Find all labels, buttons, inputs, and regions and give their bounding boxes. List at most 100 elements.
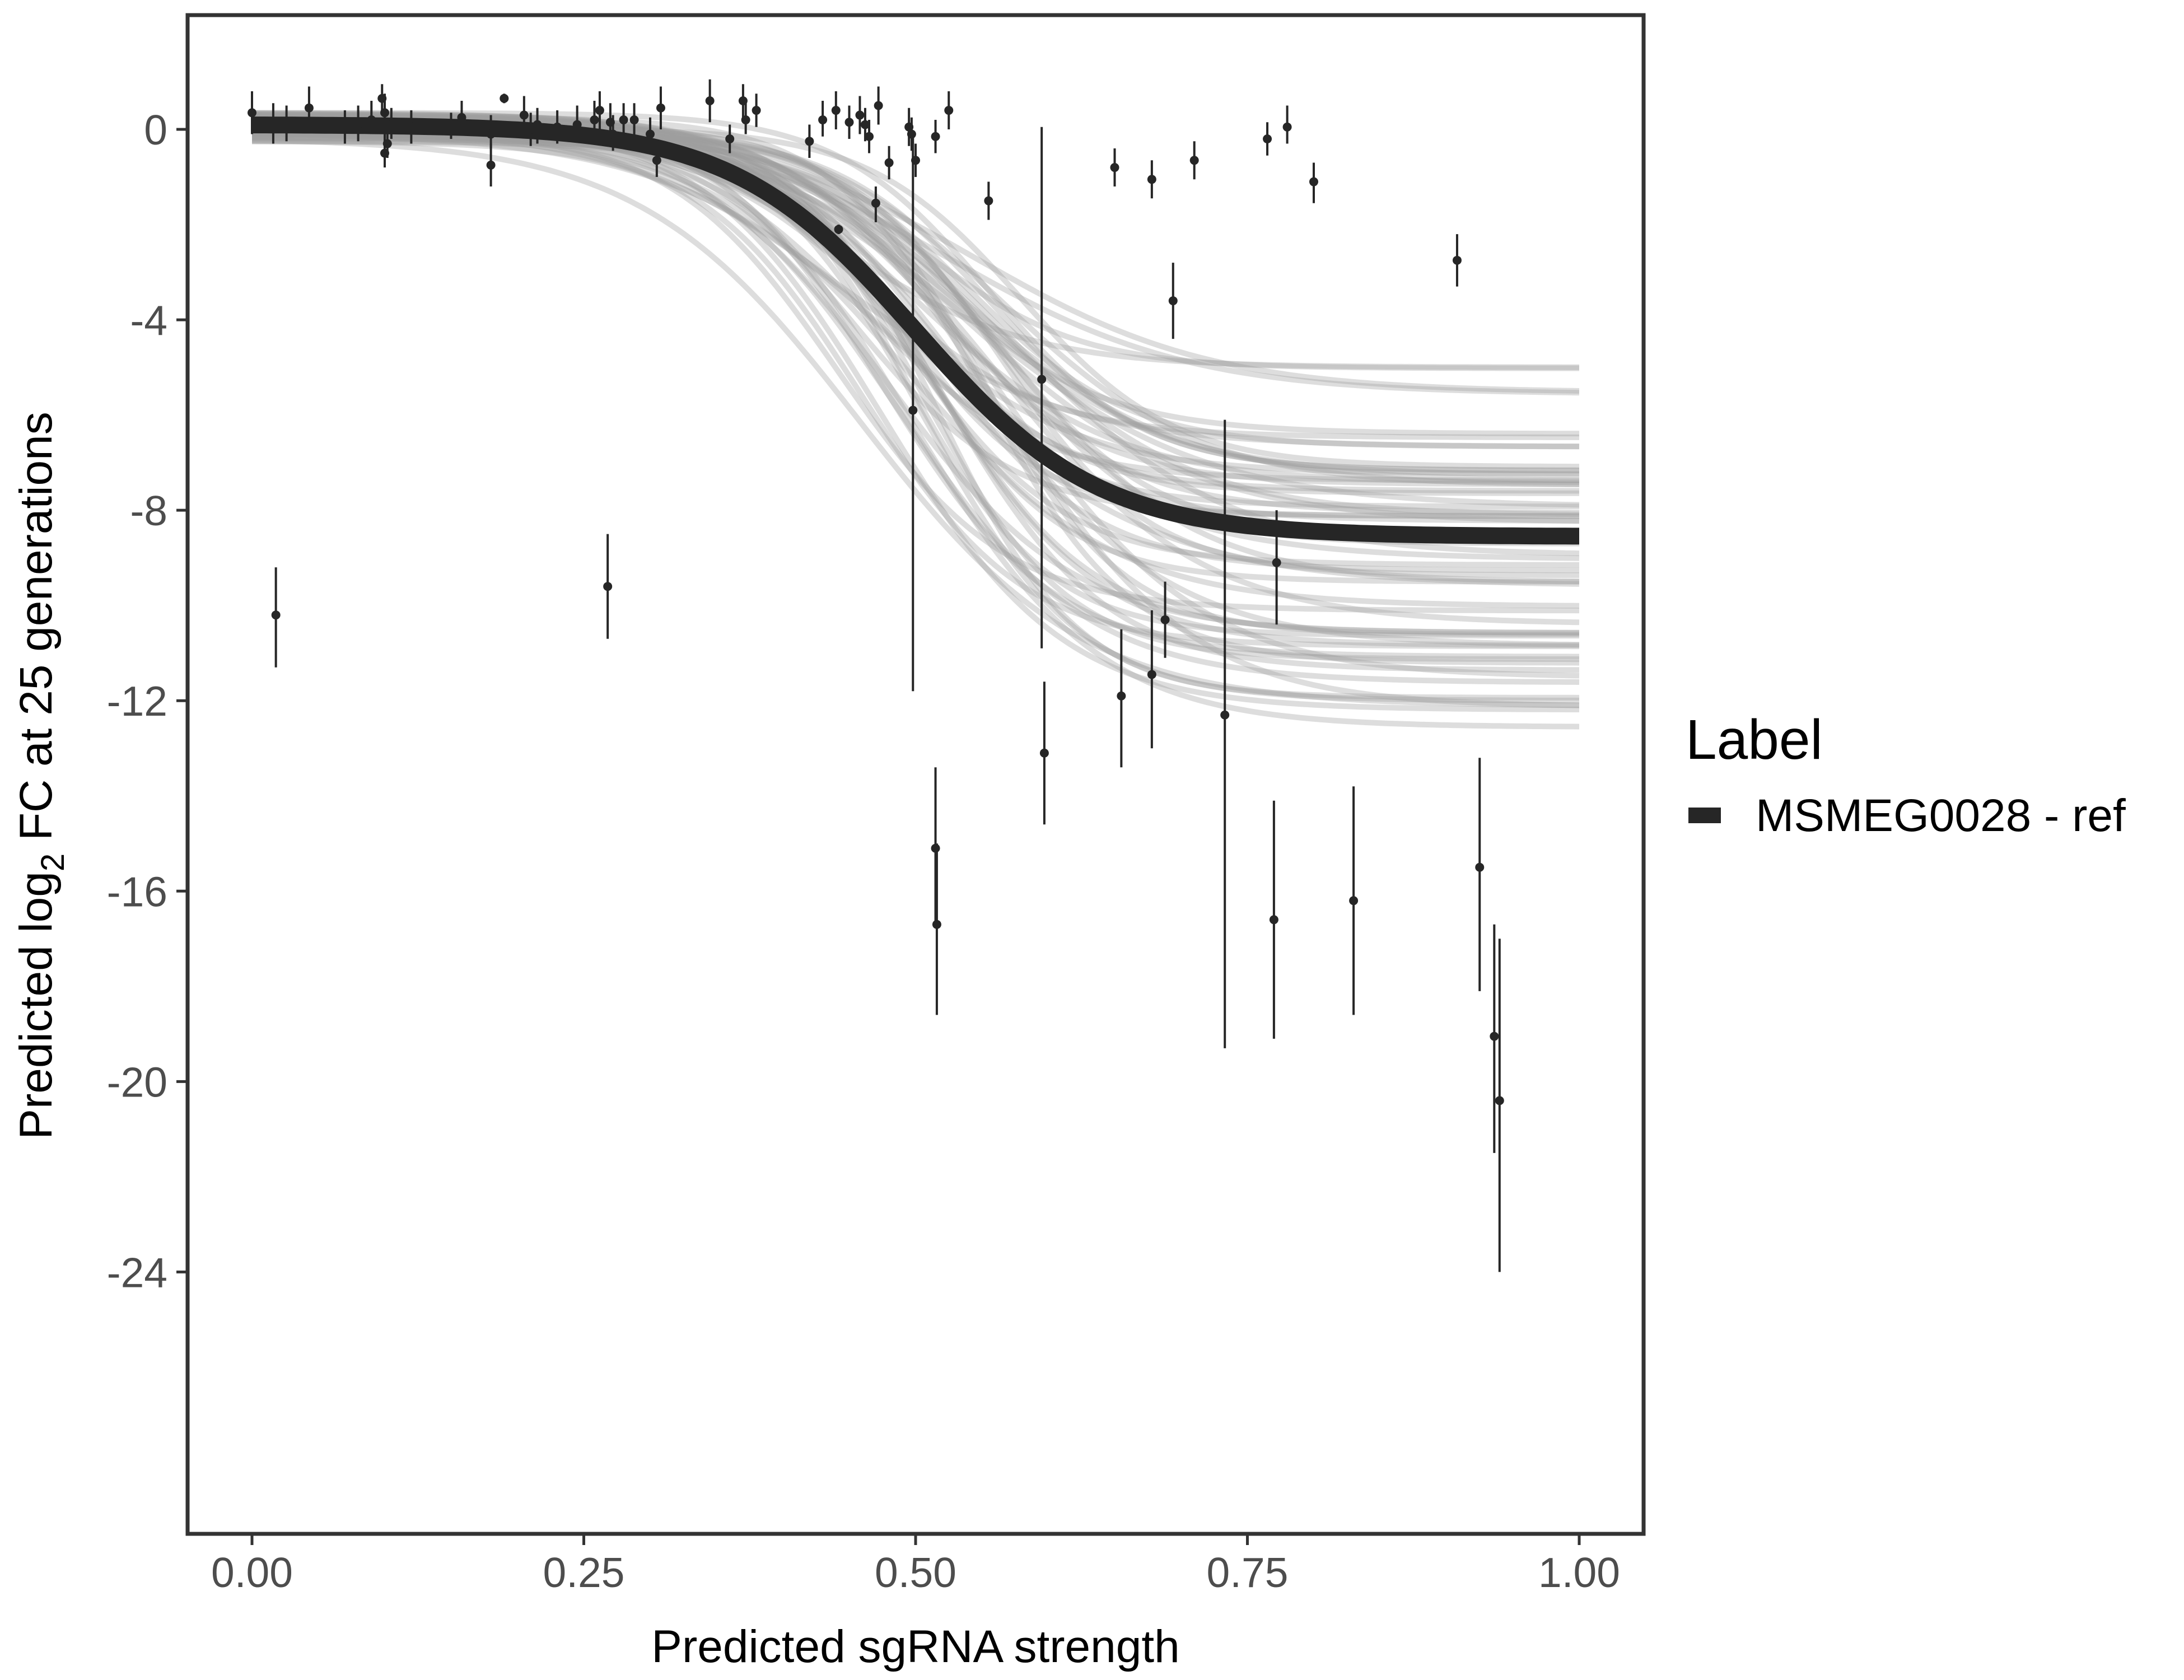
x-axis-title: Predicted sgRNA strength: [651, 1621, 1179, 1672]
data-point: [526, 125, 535, 134]
data-point: [818, 115, 828, 125]
data-point: [1490, 1032, 1499, 1041]
data-point: [1263, 134, 1272, 144]
data-point: [844, 118, 854, 127]
data-point: [386, 120, 396, 129]
y-tick-label: -12: [107, 678, 167, 725]
data-point: [1110, 163, 1119, 172]
y-axis: 0 -4 -8 -12 -16 -20 -24: [107, 106, 188, 1296]
data-point: [908, 405, 918, 415]
legend-key: [1688, 808, 1721, 823]
data-point: [1272, 558, 1281, 567]
data-point: [1452, 255, 1462, 265]
data-point: [944, 106, 954, 115]
posterior-draw-line: [252, 111, 1579, 519]
posterior-draw-line: [251, 132, 1579, 483]
data-point: [1039, 748, 1049, 758]
posterior-draw-line: [251, 133, 1579, 636]
data-point: [1475, 862, 1485, 872]
data-point: [865, 132, 874, 141]
data-point: [407, 122, 416, 132]
data-points: [248, 79, 1504, 1272]
posterior-draw-line: [251, 129, 1580, 609]
posterior-draw-line: [252, 114, 1580, 437]
data-point: [931, 843, 940, 853]
data-point: [500, 94, 509, 103]
posterior-draw-line: [252, 114, 1580, 666]
y-tick-label: -24: [107, 1249, 167, 1296]
data-point: [805, 137, 814, 146]
data-point: [1168, 296, 1178, 306]
data-point: [1220, 710, 1230, 720]
data-point: [831, 106, 841, 115]
posterior-draw-line: [251, 138, 1579, 650]
data-point: [741, 115, 750, 125]
data-point: [619, 115, 628, 125]
data-point: [874, 101, 883, 110]
data-point: [248, 108, 256, 118]
data-point: [282, 120, 291, 129]
data-point: [1117, 691, 1126, 701]
data-point: [907, 129, 916, 139]
posterior-draw-line: [251, 137, 1580, 708]
data-point: [1282, 122, 1292, 132]
posterior-draw-line: [252, 110, 1580, 708]
data-point: [646, 129, 655, 139]
data-point: [1037, 375, 1047, 384]
data-point: [603, 582, 613, 591]
data-point: [1189, 156, 1199, 165]
data-point: [367, 115, 376, 125]
data-point: [911, 156, 920, 165]
posterior-draw-line: [252, 133, 1579, 585]
data-point: [1160, 615, 1170, 624]
data-point: [572, 120, 582, 129]
data-point: [486, 129, 496, 139]
data-point: [1309, 177, 1318, 186]
data-point: [608, 129, 618, 139]
data-point: [752, 106, 761, 115]
legend-title: Label: [1686, 708, 1823, 771]
data-point: [725, 134, 735, 144]
y-tick-label: 0: [144, 106, 167, 153]
posterior-draw-line: [251, 131, 1580, 587]
x-tick-label: 0.00: [211, 1549, 293, 1596]
y-tick-label: -16: [107, 868, 167, 915]
data-point: [304, 103, 314, 113]
data-point: [446, 122, 456, 132]
posterior-draw-line: [252, 110, 1579, 473]
data-point: [932, 920, 941, 929]
y-axis-title-subscript: 2: [35, 853, 71, 871]
posterior-draw-line: [252, 112, 1580, 487]
posterior-draw-line: [252, 138, 1580, 585]
data-point: [738, 96, 748, 106]
y-tick-label: -20: [107, 1058, 167, 1105]
y-axis-title-prefix: Predicted log: [11, 871, 62, 1140]
data-point: [855, 110, 865, 120]
data-point: [382, 139, 392, 148]
data-point: [519, 110, 529, 120]
data-point: [590, 115, 599, 125]
data-point: [486, 160, 496, 170]
data-point: [884, 158, 894, 167]
posterior-draw-line: [251, 111, 1580, 679]
fit-curve-layer: [252, 116, 1579, 545]
posterior-draw-line: [252, 111, 1579, 660]
data-point: [268, 122, 278, 132]
posterior-draw-line: [252, 114, 1579, 673]
x-tick-label: 0.25: [543, 1549, 625, 1596]
data-point: [629, 115, 639, 125]
data-point: [705, 96, 715, 106]
data-point: [1269, 915, 1278, 925]
x-axis: 0.00 0.25 0.50 0.75 1.00: [211, 1534, 1620, 1596]
fit-curve-line: [252, 116, 1579, 545]
data-point: [380, 108, 389, 118]
data-point: [271, 610, 281, 620]
data-point: [1349, 896, 1359, 906]
y-axis-title-suffix: FC at 25 generations: [11, 412, 62, 853]
data-point: [1147, 670, 1156, 679]
y-tick-label: -4: [130, 297, 167, 344]
data-point: [340, 122, 349, 132]
data-point: [834, 225, 843, 234]
posterior-draw-line: [252, 136, 1579, 516]
